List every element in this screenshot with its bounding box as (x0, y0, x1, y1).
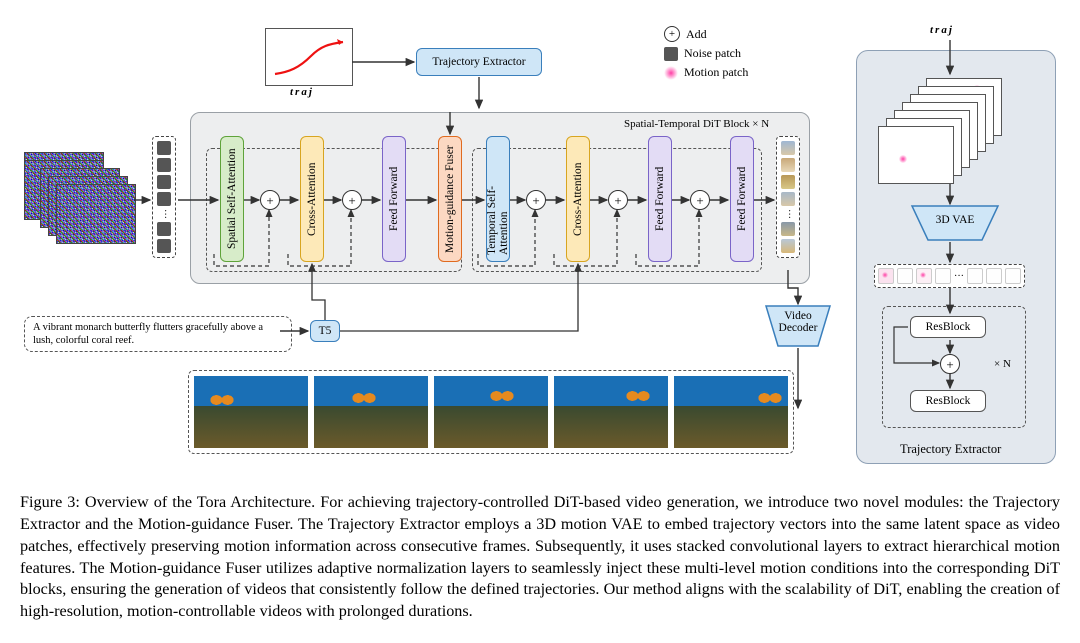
output-frame-5 (674, 376, 788, 448)
dashed-group-2 (472, 148, 762, 272)
output-patch-column: ··· (776, 136, 800, 258)
motion-guidance-fuser-block: Motion-guidance Fuser (438, 136, 462, 262)
add-node-res: + (940, 354, 960, 374)
add-node-5: + (690, 190, 710, 210)
feed-forward-block-1: Feed Forward (382, 136, 406, 262)
te-panel-label: Trajectory Extractor (900, 442, 1001, 457)
resblock-2: ResBlock (910, 390, 986, 412)
add-node-1: + (260, 190, 280, 210)
legend-noise-label: Noise patch (684, 46, 741, 61)
vae-label: 3D VAE (936, 214, 975, 226)
cross-attention-block-2: Cross-Attention (566, 136, 590, 262)
trajectory-extractor-block: Trajectory Extractor (416, 48, 542, 76)
t5-encoder-block: T5 (310, 320, 340, 342)
legend-motion-label: Motion patch (684, 65, 748, 80)
feed-forward-block-3: Feed Forward (730, 136, 754, 262)
spatial-self-attention-block: Spatial Self-Attention (220, 136, 244, 262)
dit-block-title: Spatial-Temporal DiT Block × N (624, 118, 769, 130)
output-video-frames (188, 370, 794, 454)
video-decoder-label: Video Decoder (772, 310, 824, 334)
vae-block: 3D VAE (920, 214, 990, 226)
text-prompt-box: A vibrant monarch butterfly flutters gra… (24, 316, 292, 352)
figure-caption: Figure 3: Overview of the Tora Architect… (20, 492, 1060, 623)
traj-label-right: traj (930, 24, 954, 36)
cross-attention-block-1: Cross-Attention (300, 136, 324, 262)
add-node-3: + (526, 190, 546, 210)
legend-noise: Noise patch (664, 46, 748, 61)
trajectory-extractor-label: Trajectory Extractor (432, 56, 525, 68)
legend-add: +Add (664, 26, 748, 42)
output-frame-1 (194, 376, 308, 448)
legend-motion: Motion patch (664, 65, 748, 80)
motion-patch-row: ··· (874, 264, 1025, 288)
legend-add-label: Add (686, 27, 707, 42)
legend: +Add Noise patch Motion patch (664, 26, 748, 80)
traj-curve-box (265, 28, 353, 86)
feed-forward-block-2: Feed Forward (648, 136, 672, 262)
video-decoder-block: Video Decoder (772, 310, 824, 334)
output-frame-3 (434, 376, 548, 448)
resblock-times-n: × N (994, 358, 1011, 370)
output-frame-4 (554, 376, 668, 448)
output-frame-2 (314, 376, 428, 448)
input-patch-column: ··· (152, 136, 176, 258)
dashed-group-1 (206, 148, 462, 272)
resblock-1: ResBlock (910, 316, 986, 338)
traj-label-main: traj (290, 86, 314, 98)
temporal-self-attention-block: Temporal Self-Attention (486, 136, 510, 262)
text-prompt: A vibrant monarch butterfly flutters gra… (33, 322, 263, 346)
add-node-2: + (342, 190, 362, 210)
architecture-diagram: +Add Noise patch Motion patch traj Traje… (20, 20, 1060, 480)
add-node-4: + (608, 190, 628, 210)
